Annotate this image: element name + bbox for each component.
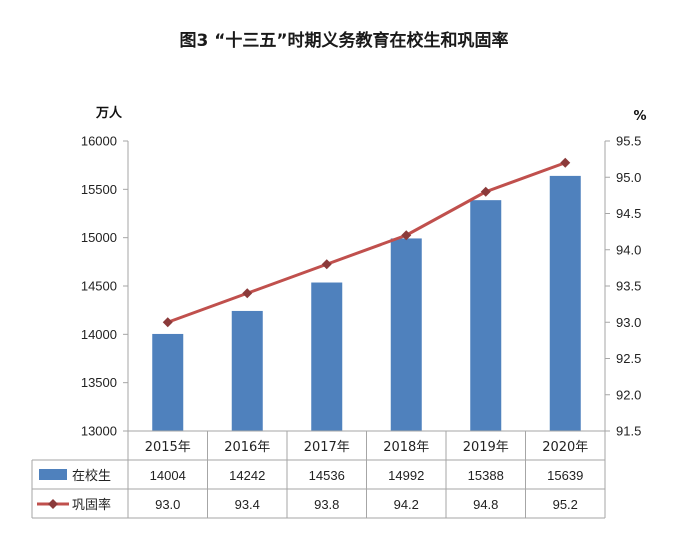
bar-3 — [311, 282, 343, 431]
line-value-label: 93.4 — [235, 497, 260, 512]
legend-bar-swatch — [39, 469, 67, 480]
category-label: 2016年 — [224, 440, 270, 455]
line-value-label: 93.8 — [314, 497, 339, 512]
left-tick-label: 14500 — [81, 279, 117, 294]
line-point-6 — [560, 157, 571, 168]
line-point-2 — [242, 288, 253, 299]
line-point-1 — [162, 317, 173, 328]
bar-value-label: 14004 — [150, 468, 186, 483]
right-tick-label: 93.5 — [616, 279, 641, 294]
bar-value-label: 14536 — [309, 468, 345, 483]
legend-bar-label: 在校生 — [72, 468, 111, 484]
legend-line-label: 巩固率 — [72, 497, 111, 513]
line-value-label: 93.0 — [155, 497, 180, 512]
right-tick-label: 92.0 — [616, 387, 641, 402]
category-label: 2017年 — [304, 440, 350, 455]
line-value-label: 94.2 — [394, 497, 419, 512]
bar-value-label: 15639 — [547, 468, 583, 483]
line-point-4 — [401, 230, 412, 241]
left-tick-label: 16000 — [81, 134, 117, 149]
line-point-3 — [321, 259, 332, 270]
line-value-label: 95.2 — [553, 497, 578, 512]
left-tick-label: 14000 — [81, 327, 117, 342]
bar-2 — [231, 310, 263, 431]
left-tick-label: 15500 — [81, 182, 117, 197]
right-tick-label: 94.5 — [616, 206, 641, 221]
bar-6 — [549, 175, 581, 431]
bar-value-label: 15388 — [468, 468, 504, 483]
line-point-5 — [480, 186, 491, 197]
left-tick-label: 15000 — [81, 230, 117, 245]
left-tick-label: 13000 — [81, 424, 117, 439]
category-label: 2019年 — [463, 440, 509, 455]
bar-5 — [470, 200, 502, 431]
right-tick-label: 94.0 — [616, 242, 641, 257]
right-tick-label: 95.0 — [616, 170, 641, 185]
left-axis-unit: 万人 — [95, 105, 123, 121]
bar-1 — [152, 333, 184, 431]
consolidation-rate-line — [167, 161, 566, 324]
right-tick-label: 95.5 — [616, 134, 641, 149]
category-label: 2015年 — [145, 440, 191, 455]
bar-value-label: 14992 — [388, 468, 424, 483]
bar-4 — [390, 238, 422, 431]
chart-title: 图3 “十三五”时期义务教育在校生和巩固率 — [179, 31, 509, 51]
right-tick-label: 93.0 — [616, 315, 641, 330]
left-tick-label: 13500 — [81, 375, 117, 390]
category-label: 2020年 — [542, 440, 588, 455]
legend-line-marker — [48, 499, 58, 509]
right-tick-label: 91.5 — [616, 424, 641, 439]
category-label: 2018年 — [383, 440, 429, 455]
line-value-label: 94.8 — [473, 497, 498, 512]
right-axis-unit: % — [633, 109, 646, 124]
bar-value-label: 14242 — [229, 468, 265, 483]
right-tick-label: 92.5 — [616, 351, 641, 366]
